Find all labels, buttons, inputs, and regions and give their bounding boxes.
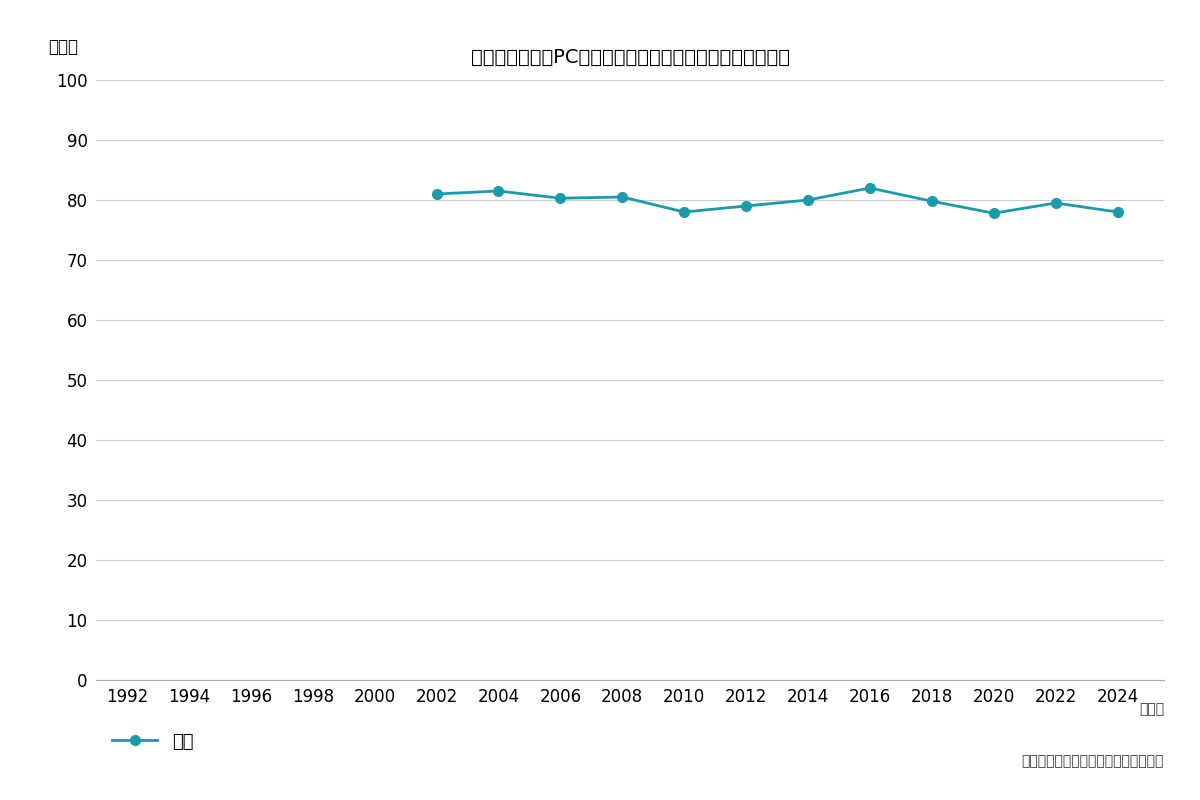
Title: 勤務中に会社のPCで私用のメールを送受信したことがない: 勤務中に会社のPCで私用のメールを送受信したことがない	[470, 48, 790, 67]
Text: （年）: （年）	[1139, 702, 1164, 716]
Legend: 全体: 全体	[106, 726, 200, 758]
Text: （博報堂生活総研「生活定点」調査）: （博報堂生活総研「生活定点」調査）	[1021, 754, 1164, 768]
Text: （％）: （％）	[48, 38, 78, 56]
